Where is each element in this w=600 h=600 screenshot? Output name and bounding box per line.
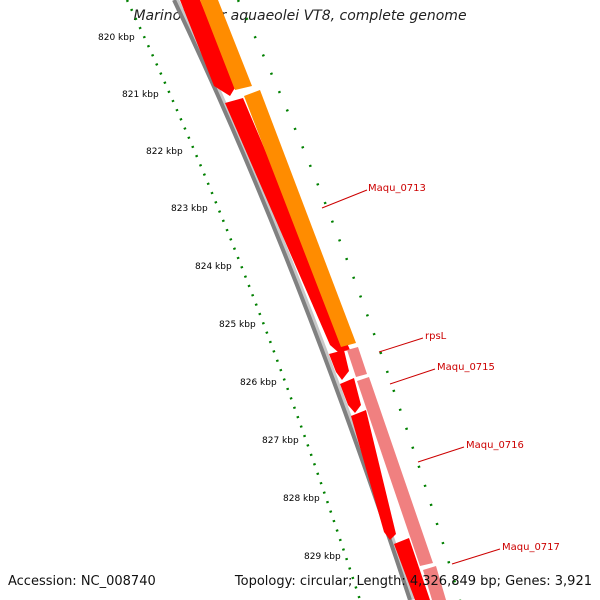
gene-segment-4 — [357, 377, 433, 566]
tick-arc-outer — [236, 0, 462, 600]
gene-label[interactable]: Maqu_0715 — [437, 362, 495, 373]
tick-labels: 820 kbp 821 kbp 822 kbp 823 kbp 824 kbp 825 k… — [98, 33, 341, 562]
tick-label: 828 kbp — [283, 494, 320, 504]
tick-label: 821 kbp — [122, 90, 159, 100]
cds-segment-1 — [180, 0, 236, 96]
accession-label: Accession: NC_008740 — [8, 574, 156, 589]
gene-leader-line — [389, 368, 436, 385]
tick-label: 824 kbp — [195, 262, 232, 272]
gene-segment-1 — [200, 0, 252, 90]
cds-segment-5 — [351, 410, 396, 540]
gene-leader-line — [417, 446, 465, 463]
gene-leader-line — [451, 548, 501, 565]
gene-label[interactable]: Maqu_0717 — [502, 542, 560, 553]
tick-label: 822 kbp — [146, 147, 183, 157]
genome-summary: Topology: circular; Length: 4,326,849 bp… — [234, 574, 592, 589]
backbone-arc — [172, 0, 412, 600]
tick-label: 827 kbp — [262, 436, 299, 446]
tick-label: 823 kbp — [171, 204, 208, 214]
gene-segment-3 — [347, 347, 367, 377]
gene-label[interactable]: Maqu_0713 — [368, 183, 426, 194]
gene-segment-2 — [244, 90, 356, 347]
backbone-shadow — [173, 0, 415, 600]
gene-leader-line — [321, 189, 368, 209]
gene-label[interactable]: rpsL — [425, 331, 447, 342]
tick-label: 825 kbp — [219, 320, 256, 330]
tick-label: 826 kbp — [240, 378, 277, 388]
tick-label: 829 kbp — [304, 552, 341, 562]
gene-label[interactable]: Maqu_0716 — [466, 440, 524, 451]
gene-segment-5 — [423, 566, 446, 600]
gene-leader-line — [378, 337, 424, 353]
tick-label: 820 kbp — [98, 33, 135, 43]
cds-segment-3 — [329, 350, 349, 380]
cds-segment-4 — [340, 378, 361, 413]
cds-segment-6 — [394, 538, 430, 600]
gene-labels: Maqu_0713 rpsL Maqu_0715 Maqu_0716 Maqu_0717 — [321, 183, 560, 565]
